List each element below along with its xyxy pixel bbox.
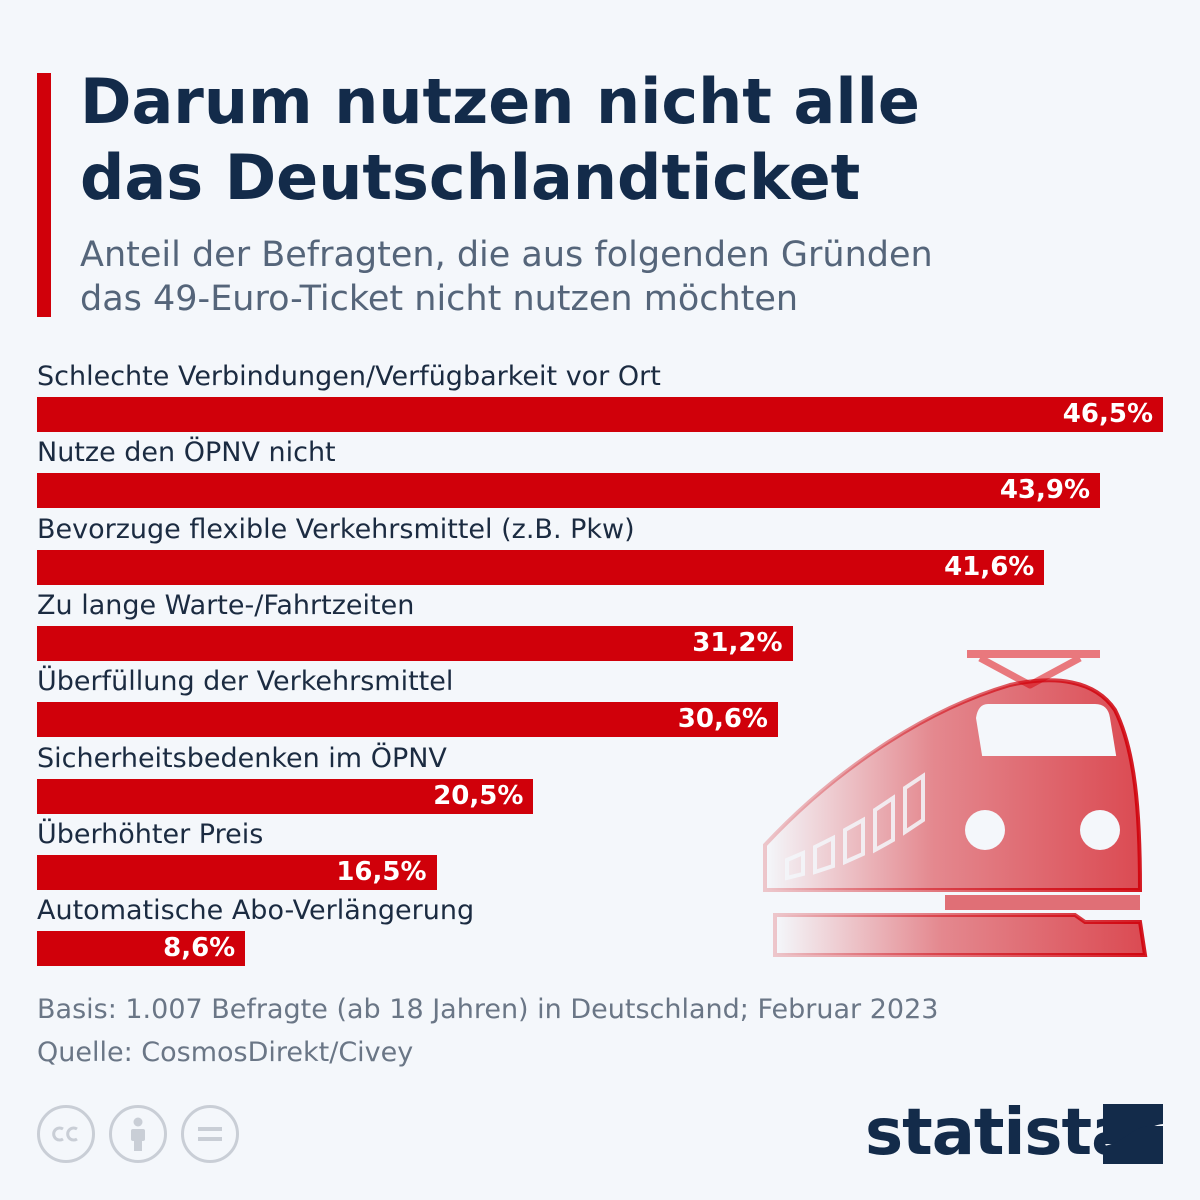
subtitle-line-1: Anteil der Befragten, die aus folgenden … [80,235,933,275]
bar: 8,6% [37,931,246,967]
bar-row: Automatische Abo-Verlängerung 8,6% [37,894,1167,970]
bar-chart: Schlechte Verbindungen/Verfügbarkeit vor… [37,360,1167,970]
cc-icon[interactable] [37,1105,95,1163]
bar-row: Überhöhter Preis 16,5% [37,818,1167,894]
title-accent-bar [37,73,51,317]
bar: 31,2% [37,625,793,661]
bar-value-label: 16,5% [336,856,427,887]
bar: 43,9% [37,473,1101,509]
bar: 20,5% [37,778,534,814]
bar: 16,5% [37,854,437,890]
statista-logo-mark-icon [1103,1104,1163,1164]
bar-category-label: Zu lange Warte-/Fahrtzeiten [37,589,415,621]
bar-category-label: Sicherheitsbedenken im ÖPNV [37,742,447,774]
attribution-icon[interactable] [109,1105,167,1163]
bar-row: Bevorzuge flexible Verkehrsmittel (z.B. … [37,513,1167,589]
no-derivatives-icon[interactable] [181,1105,239,1163]
bar-row: Nutze den ÖPNV nicht 43,9% [37,436,1167,512]
bar-category-label: Nutze den ÖPNV nicht [37,437,336,469]
bar-category-label: Überfüllung der Verkehrsmittel [37,666,454,698]
bar-value-label: 46,5% [1062,399,1153,429]
bar-value-label: 43,9% [999,475,1091,506]
bar-value-label: 8,6% [163,933,236,964]
train-icon [763,650,1148,957]
title-line-1: Darum nutzen nicht alle [80,65,920,138]
page-subtitle: Anteil der Befragten, die aus folgenden … [80,233,1160,321]
bar-row: Überfüllung der Verkehrsmittel 30,6% [37,665,1167,741]
bar-value-label: 31,2% [692,627,783,658]
page-title: Darum nutzen nicht alle das Deutschlandt… [80,64,1160,216]
bar-category-label: Schlechte Verbindungen/Verfügbarkeit vor… [37,361,661,392]
bar-category-label: Automatische Abo-Verlängerung [37,895,475,927]
subtitle-line-2: das 49-Euro-Ticket nicht nutzen möchten [80,279,799,319]
bar-row: Schlechte Verbindungen/Verfügbarkeit vor… [37,360,1167,436]
bar-value-label: 30,6% [677,704,768,735]
bar: 41,6% [37,549,1045,585]
footer-basis: Basis: 1.007 Befragte (ab 18 Jahren) in … [37,994,939,1025]
bar-value-label: 41,6% [944,551,1035,582]
statista-logo-text: statista [865,1096,1134,1170]
bar: 30,6% [37,702,778,738]
bar-row: Sicherheitsbedenken im ÖPNV 20,5% [37,742,1167,818]
title-line-2: das Deutschlandticket [80,141,861,214]
bar-category-label: Überhöhter Preis [37,818,264,850]
bar-row: Zu lange Warte-/Fahrtzeiten 31,2% [37,589,1167,665]
footer-source: Quelle: CosmosDirekt/Civey [37,1037,414,1068]
bar: 46,5% [37,397,1163,432]
bar-category-label: Bevorzuge flexible Verkehrsmittel (z.B. … [37,513,635,545]
chart-footer: Basis: 1.007 Befragte (ab 18 Jahren) in … [37,988,938,1074]
bar-value-label: 20,5% [433,780,524,811]
